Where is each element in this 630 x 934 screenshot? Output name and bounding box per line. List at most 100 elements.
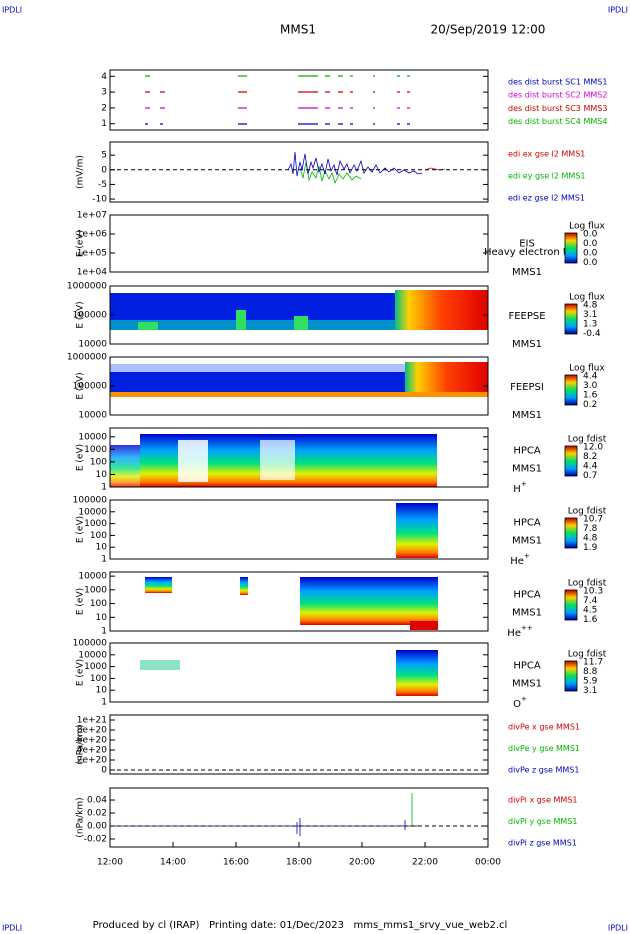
y-tick-label: 0 <box>101 165 107 175</box>
ion-charge: + <box>521 695 527 703</box>
colorbar <box>564 445 578 477</box>
y-tick-label: 8e+20 <box>77 726 108 736</box>
corner-label: IPDLI <box>2 6 22 15</box>
y-tick-label: 1 <box>101 555 107 565</box>
colorbar <box>564 374 578 406</box>
legend-entry: divPi x gse MMS1 <box>508 796 577 805</box>
credit: Produced by cl (IRAP) Printing date: 01/… <box>93 920 508 931</box>
colorbar-label: 7.4 <box>583 596 598 606</box>
y-tick-label: 1000000 <box>67 282 107 292</box>
y-tick-label: 100000 <box>73 311 108 321</box>
colorbar <box>564 232 578 264</box>
x-tick-label: 20:00 <box>349 858 375 868</box>
colorbar-label: 10.7 <box>583 515 603 525</box>
x-tick-label: 16:00 <box>223 858 249 868</box>
ion-base: H <box>513 484 521 495</box>
colorbar-label: 4.8 <box>583 301 598 311</box>
colorbar-label: 8.8 <box>583 667 598 677</box>
colorbar-title: Log fdist <box>568 507 607 517</box>
legend-entry: edi ex gse l2 MMS1 <box>508 150 585 159</box>
y-axis-label: E (eV) <box>76 372 86 399</box>
y-tick-label: 10000 <box>78 572 107 582</box>
y-tick-label: 1000 <box>84 445 107 455</box>
y-tick-label: 1000 <box>84 585 107 595</box>
y-tick-label: 5 <box>101 151 107 161</box>
y-tick-label: 1e+04 <box>77 268 108 278</box>
colorbar <box>564 303 578 335</box>
corner-label: IPDLI <box>608 6 628 15</box>
colorbar <box>564 517 578 549</box>
legend-entry: divPi z gse MMS1 <box>508 839 577 848</box>
colorbar-title: Log fdist <box>568 435 607 445</box>
y-tick-label: 3 <box>101 88 107 98</box>
y-tick-label: 0.00 <box>87 822 107 832</box>
ion-label: He+ <box>510 552 530 567</box>
side-label: MMS1 <box>512 679 542 690</box>
colorbar <box>564 660 578 692</box>
y-tick-label: 100000 <box>73 639 108 649</box>
y-tick-label: 1 <box>101 119 107 129</box>
colorbar-label: 3.1 <box>583 686 597 696</box>
y-tick-label: 1000 <box>84 519 107 529</box>
colorbar-label: 8.2 <box>583 452 597 462</box>
feepsi-spectrogram <box>110 362 488 397</box>
ion-charge: + <box>521 480 527 488</box>
y-tick-label: 2 <box>101 103 107 113</box>
colorbar-title: Log fdist <box>568 579 607 589</box>
x-tick-label: 00:00 <box>475 858 501 868</box>
ion-charge: + <box>524 552 530 560</box>
legend-entry: edi ez gse l2 MMS1 <box>508 194 585 203</box>
spacecraft: MMS1 <box>280 23 316 37</box>
y-tick-label: 10000 <box>78 340 107 350</box>
y-tick-label: 1e+21 <box>77 716 107 726</box>
x-tick-label: 22:00 <box>412 858 438 868</box>
colorbar-label: 1.3 <box>583 320 597 330</box>
side-label: MMS1 <box>512 608 542 619</box>
y-tick-label: 100000 <box>73 382 108 392</box>
y-tick-label: 4e+20 <box>77 746 108 756</box>
y-tick-label: 10000 <box>78 650 107 660</box>
colorbar-label: 1.6 <box>583 391 598 401</box>
y-axis-label: E (eV) <box>76 230 86 257</box>
y-tick-label: 1000 <box>84 662 107 672</box>
hpca-spectrograms <box>110 434 438 696</box>
panel-frame <box>109 214 489 273</box>
side-label: MMS1 <box>512 267 542 278</box>
y-tick-label: 10000 <box>78 507 107 517</box>
y-axis-label: (mV/m) <box>76 155 86 189</box>
y-tick-label: 10 <box>96 543 108 553</box>
side-label: MMS1 <box>512 410 542 421</box>
colorbar-label: 0.0 <box>583 239 598 249</box>
colorbar-title: Log flux <box>569 293 605 303</box>
corner-label: IPDLI <box>2 924 22 933</box>
y-tick-label: 10 <box>96 470 108 480</box>
colorbar-label: 0.0 <box>583 249 598 259</box>
legend-entry: des dist burst SC3 MMS3 <box>508 104 607 113</box>
side-label: FEEPSI <box>510 382 544 393</box>
ion-charge: ++ <box>521 624 533 632</box>
legend-entry: divPe x gse MMS1 <box>508 723 580 732</box>
colorbar-label: 4.8 <box>583 534 598 544</box>
legend-entry: des dist burst SC2 MMS2 <box>508 91 607 100</box>
ion-base: He <box>510 556 524 567</box>
y-tick-label: 10000 <box>78 432 107 442</box>
colorbar-label: 4.4 <box>583 372 598 382</box>
colorbar-label: 0.0 <box>583 230 598 240</box>
y-axis-label: E (eV) <box>76 659 86 686</box>
y-tick-label: 1000000 <box>67 353 107 363</box>
x-tick-label: 14:00 <box>160 858 186 868</box>
side-label: HPCA <box>513 660 541 671</box>
colorbar <box>564 589 578 621</box>
panel-frame <box>109 499 489 560</box>
ion-label: H+ <box>513 480 527 495</box>
y-tick-label: -10 <box>92 195 107 205</box>
y-tick-label: 0.02 <box>87 809 107 819</box>
panel-frame <box>109 642 489 703</box>
panel-frame <box>109 714 489 775</box>
feepse-spectrogram <box>110 290 488 330</box>
y-tick-label: 1e+07 <box>77 211 107 221</box>
y-axis-label: E (eV) <box>76 588 86 615</box>
colorbar-label: 1.9 <box>583 543 598 553</box>
y-tick-label: 10 <box>96 613 108 623</box>
